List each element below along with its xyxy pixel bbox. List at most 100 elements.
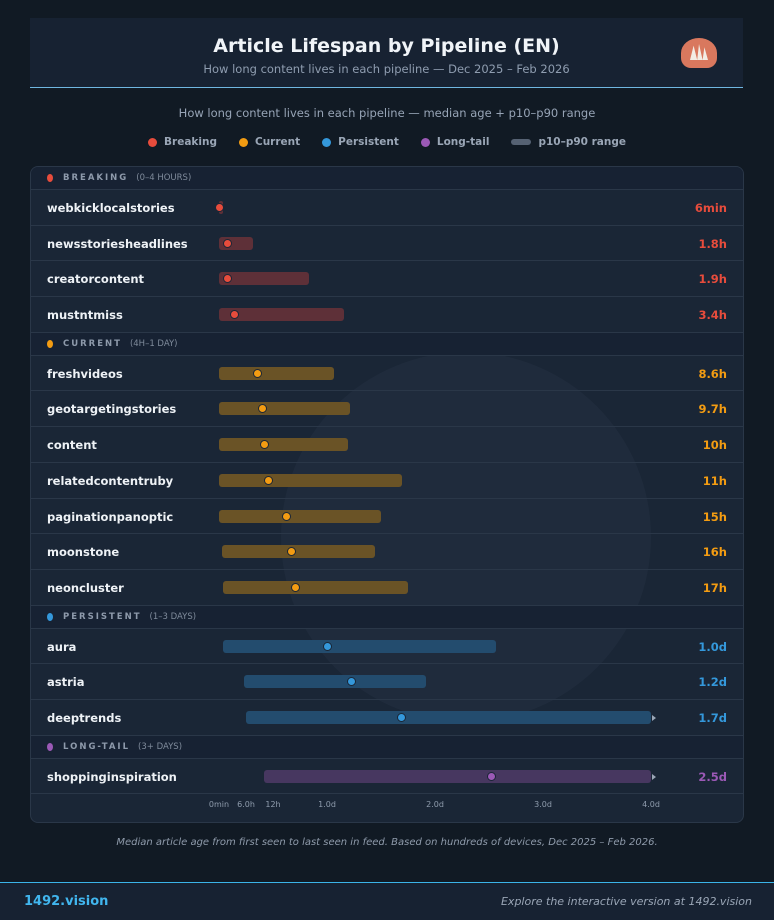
page-subtitle: How long content lives in each pipeline … [203,62,570,76]
section-range: (0–4 HOURS) [136,173,192,183]
range-bar [219,402,350,416]
table-row: aura 1.0d [31,629,743,665]
ship-logo-icon [681,38,717,68]
median-dot [214,203,224,212]
section-header: CURRENT (4H–1 DAY) [31,332,743,356]
median-dot [291,582,300,592]
pipeline-label: deeptrends [47,710,122,725]
pipeline-label: neoncluster [47,580,124,595]
axis-tick-label: 3.0d [534,800,552,810]
range-bar [219,308,345,322]
median-dot [282,511,291,521]
median-dot [264,475,273,485]
median-value: 11h [702,473,727,488]
section-dot-icon [47,742,53,751]
section-name: CURRENT [63,338,122,349]
pipeline-label: content [47,438,97,453]
pipeline-label: astria [47,675,85,690]
axis-tick-label: 6.0h [237,800,255,810]
section-name: LONG-TAIL [63,741,131,752]
range-bar [219,473,403,487]
range-bar [219,438,349,452]
brand-link[interactable]: 1492.vision [24,894,109,909]
legend-label: p10–p90 range [538,136,626,148]
range-bar [219,366,334,380]
table-row: moonstone 16h [31,534,743,570]
table-row: neoncluster 17h [31,570,743,606]
median-dot [259,440,269,450]
section-header: PERSISTENT (1–3 DAYS) [31,605,743,629]
explore-link[interactable]: Explore the interactive version at 1492.… [500,895,752,908]
table-row: geotargetingstories 9.7h [31,391,743,428]
median-value: 8.6h [698,366,727,381]
pipeline-label: freshvideos [47,366,123,381]
median-value: 2.5d [698,769,727,784]
table-row: mustntmiss 3.4h [31,297,743,333]
overflow-arrow-icon [652,714,656,721]
median-dot [396,712,406,722]
table-row: freshvideos 8.6h [31,356,743,392]
pipeline-label: shoppinginspiration [47,769,177,784]
section-range: (4H–1 DAY) [129,338,178,349]
range-bar [222,545,376,559]
header: Article Lifespan by Pipeline (EN) How lo… [30,18,743,88]
section-range: (1–3 DAYS) [149,611,197,622]
overflow-arrow-icon [652,773,656,780]
axis-tick-label: 1.0d [318,800,336,810]
median-value: 6min [694,201,727,215]
median-value: 1.8h [698,236,727,251]
axis-tick-label: 2.0d [426,800,444,810]
table-row: newsstoriesheadlines 1.8h [31,226,743,262]
legend-item: Breaking [148,136,217,148]
median-value: 1.2d [698,675,727,690]
section-dot-icon [47,612,53,621]
median-value: 1.9h [698,272,727,287]
table-row: content 10h [31,427,743,463]
legend-label: Current [254,136,301,148]
table-row: astria 1.2d [31,664,743,700]
pipeline-label: creatorcontent [47,272,145,287]
section-name: PERSISTENT [63,611,142,622]
median-dot [253,368,263,378]
chart-card: BREAKING (0–4 HOURS) webkicklocalstories 6m… [30,166,744,823]
table-row: shoppinginspiration 2.5d [31,759,743,795]
section-dot-icon [47,339,53,348]
table-row: paginationpanoptic 15h [31,499,743,535]
median-value: 1.0d [698,639,727,654]
legend-swatch [511,139,532,145]
legend-swatch [148,137,158,147]
legend-item: p10–p90 range [511,136,626,148]
legend-swatch [238,137,248,147]
median-value: 1.7d [698,710,727,725]
range-bar [219,509,381,523]
pipeline-label: newsstoriesheadlines [47,236,188,251]
median-value: 10h [702,438,727,453]
median-dot [286,547,296,557]
median-dot [322,641,332,651]
median-dot [486,771,496,781]
table-row: relatedcontentruby 11h [31,463,743,499]
legend-label: Breaking [164,136,217,148]
x-axis: 0min 6.0h 12h 1.0d 2.0d 3.0d 4.0d [31,794,743,821]
footer: 1492.vision Explore the interactive vers… [0,882,774,920]
section-range: (3+ DAYS) [138,741,183,752]
pipeline-label: moonstone [47,545,120,560]
axis-tick-label: 4.0d [642,800,660,810]
section-name: BREAKING [63,173,129,183]
median-dot [258,404,268,414]
chart-lede: How long content lives in each pipeline … [178,106,596,120]
pipeline-label: paginationpanoptic [47,509,174,524]
legend-label: Long-tail [436,136,490,148]
median-value: 15h [702,509,727,524]
legend: Breaking Current Persistent Long-tail p10–p9… [0,136,774,148]
legend-item: Long-tail [420,136,490,148]
table-row: creatorcontent 1.9h [31,261,743,298]
range-bar [264,769,651,783]
pipeline-label: geotargetingstories [47,402,177,417]
range-bar [223,580,408,594]
range-bar [219,272,309,286]
section-dot-icon [47,174,53,182]
legend-item: Persistent [322,136,399,148]
axis-tick-label: 12h [265,800,281,810]
median-dot [223,274,233,284]
